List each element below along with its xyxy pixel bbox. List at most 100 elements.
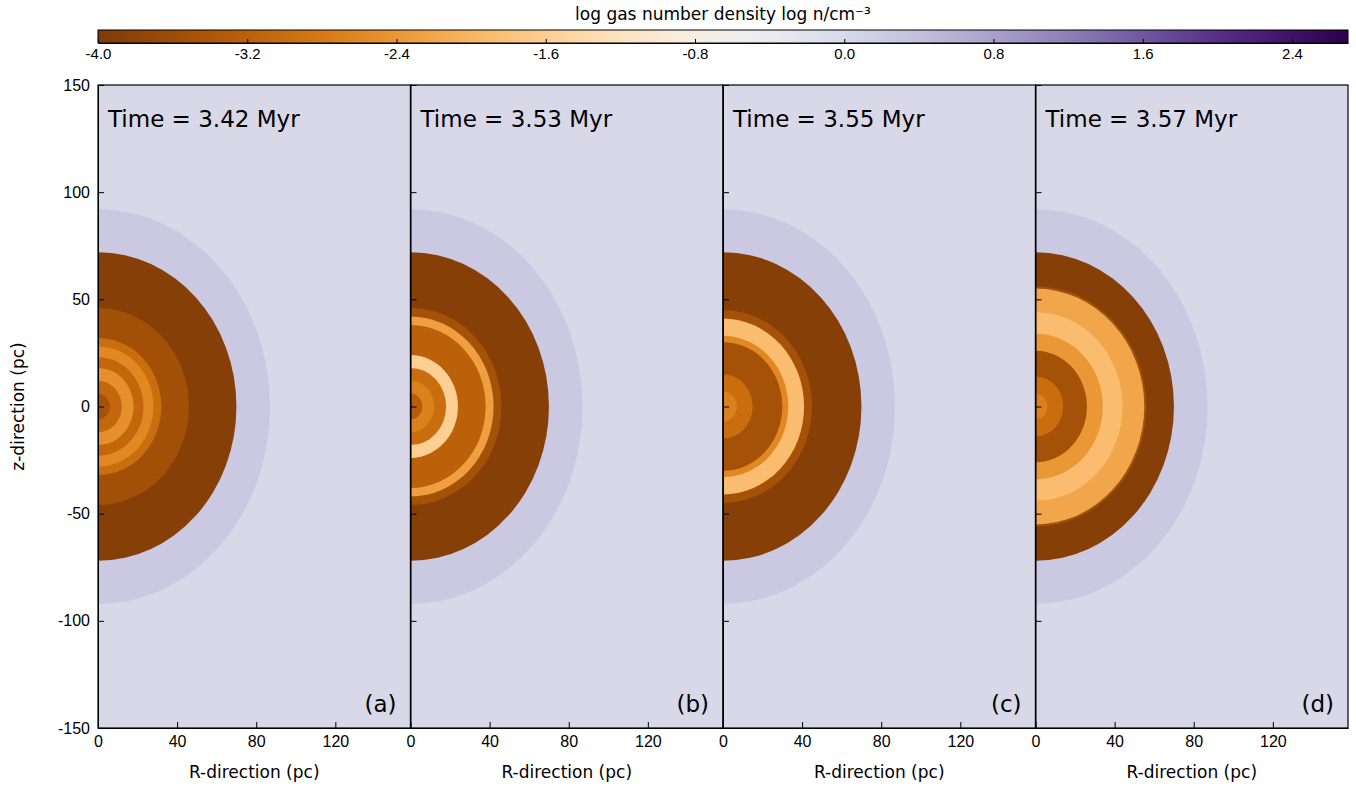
y-tick: [723, 514, 729, 515]
panel: 04080120Time = 3.55 Myr(c)R-direction (p…: [551, 85, 1036, 782]
y-tick-label: 150: [63, 77, 90, 94]
x-axis: 04080120: [719, 722, 1036, 750]
y-tick: [411, 514, 417, 515]
y-axis: -150-100-50050100150: [58, 77, 104, 737]
y-tick-mark: [723, 192, 729, 193]
panel-letter: (d): [1301, 691, 1334, 717]
density-region: [1036, 351, 1087, 462]
y-tick-mark: [411, 407, 417, 408]
density-field: [1036, 85, 1349, 728]
colorbar-tick-label: 0.8: [984, 45, 1005, 62]
density-region: [1036, 252, 1174, 561]
density-field: [411, 85, 724, 728]
density-region: [1036, 312, 1123, 501]
y-tick-mark: [723, 621, 729, 622]
panel-letter: (a): [364, 691, 396, 717]
x-tick-label: 80: [560, 733, 578, 750]
density-region: [98, 357, 143, 456]
colorbar-tick: -2.4: [384, 39, 410, 62]
colorbar-tick-mark: [397, 39, 398, 43]
y-tick-mark: [98, 192, 104, 193]
density-region: [411, 308, 502, 505]
y-tick-mark: [1036, 514, 1042, 515]
y-tick-label: -150: [58, 720, 90, 737]
x-tick-label: 0: [719, 733, 728, 750]
density-region: [98, 346, 153, 466]
y-tick: [723, 192, 729, 193]
x-tick-label: 80: [248, 733, 266, 750]
y-tick-mark: [98, 514, 104, 515]
density-region: [98, 308, 189, 505]
colorbar-tick-mark: [695, 39, 696, 43]
x-axis-title: R-direction (pc): [501, 762, 632, 782]
colorbar-tick: 2.4: [1282, 39, 1303, 62]
y-axis: [1036, 86, 1042, 729]
density-region: [723, 391, 737, 421]
colorbar-tick-mark: [98, 39, 99, 43]
colorbar-tick-mark: [844, 39, 845, 43]
x-tick-mark: [1115, 722, 1116, 728]
x-tick-mark: [648, 722, 649, 728]
x-tick: 40: [169, 722, 187, 750]
x-tick-label: 40: [794, 733, 812, 750]
x-tick-mark: [177, 722, 178, 728]
y-axis: [723, 86, 729, 729]
density-region: [98, 252, 236, 561]
x-tick-mark: [960, 722, 961, 728]
x-tick: 80: [560, 722, 578, 750]
density-region: [1036, 394, 1048, 420]
x-tick: 120: [1260, 722, 1287, 750]
x-tick-label: 40: [1106, 733, 1124, 750]
x-tick-label: 40: [169, 733, 187, 750]
y-tick-label: 100: [63, 184, 90, 201]
x-tick-mark: [881, 722, 882, 728]
density-region: [98, 381, 122, 432]
y-axis: [411, 86, 417, 729]
density-region: [411, 325, 486, 488]
y-tick-mark: [1036, 192, 1042, 193]
y-tick: 0: [81, 398, 104, 415]
panel-title: Time = 3.55 Myr: [732, 106, 925, 132]
y-tick: -100: [58, 612, 104, 629]
x-tick: 40: [794, 722, 812, 750]
y-tick-mark: [723, 514, 729, 515]
panel-letter: (b): [676, 691, 709, 717]
x-tick: 80: [1185, 722, 1203, 750]
density-region: [411, 394, 423, 420]
y-tick-mark: [1036, 621, 1042, 622]
density-region: [723, 336, 788, 477]
x-tick-label: 80: [873, 733, 891, 750]
panel-title: Time = 3.42 Myr: [107, 106, 300, 132]
colorbar-tick: 0.8: [984, 39, 1005, 62]
colorbar-tick: -1.6: [533, 39, 559, 62]
y-tick-mark: [411, 299, 417, 300]
y-tick: [411, 621, 417, 622]
colorbar-tick-mark: [247, 39, 248, 43]
y-tick: [723, 621, 729, 622]
x-tick: 40: [1106, 722, 1124, 750]
y-tick: [723, 407, 729, 408]
x-axis: 04080120: [94, 722, 411, 750]
density-region: [723, 374, 753, 438]
density-region: [411, 368, 447, 445]
x-tick-mark: [335, 722, 336, 728]
panel-frame: [98, 85, 411, 728]
y-tick: [411, 407, 417, 408]
density-region: [411, 381, 435, 432]
density-region: [723, 310, 812, 503]
colorbar-axis-line: [99, 43, 1349, 44]
y-tick-mark: [1036, 299, 1042, 300]
x-tick-mark: [802, 722, 803, 728]
density-region: [98, 368, 134, 445]
x-tick-label: 0: [407, 733, 416, 750]
colorbar-tick-label: -4.0: [86, 45, 112, 62]
x-tick-label: 0: [1032, 733, 1041, 750]
x-tick: 80: [248, 722, 266, 750]
y-tick-label: 50: [72, 291, 90, 308]
x-tick-mark: [569, 722, 570, 728]
panel-frame: [411, 85, 724, 728]
density-region: [723, 342, 782, 471]
x-axis: 0 40 80 120: [1032, 722, 1349, 750]
density-region: [98, 394, 110, 420]
x-tick: 40: [481, 722, 499, 750]
